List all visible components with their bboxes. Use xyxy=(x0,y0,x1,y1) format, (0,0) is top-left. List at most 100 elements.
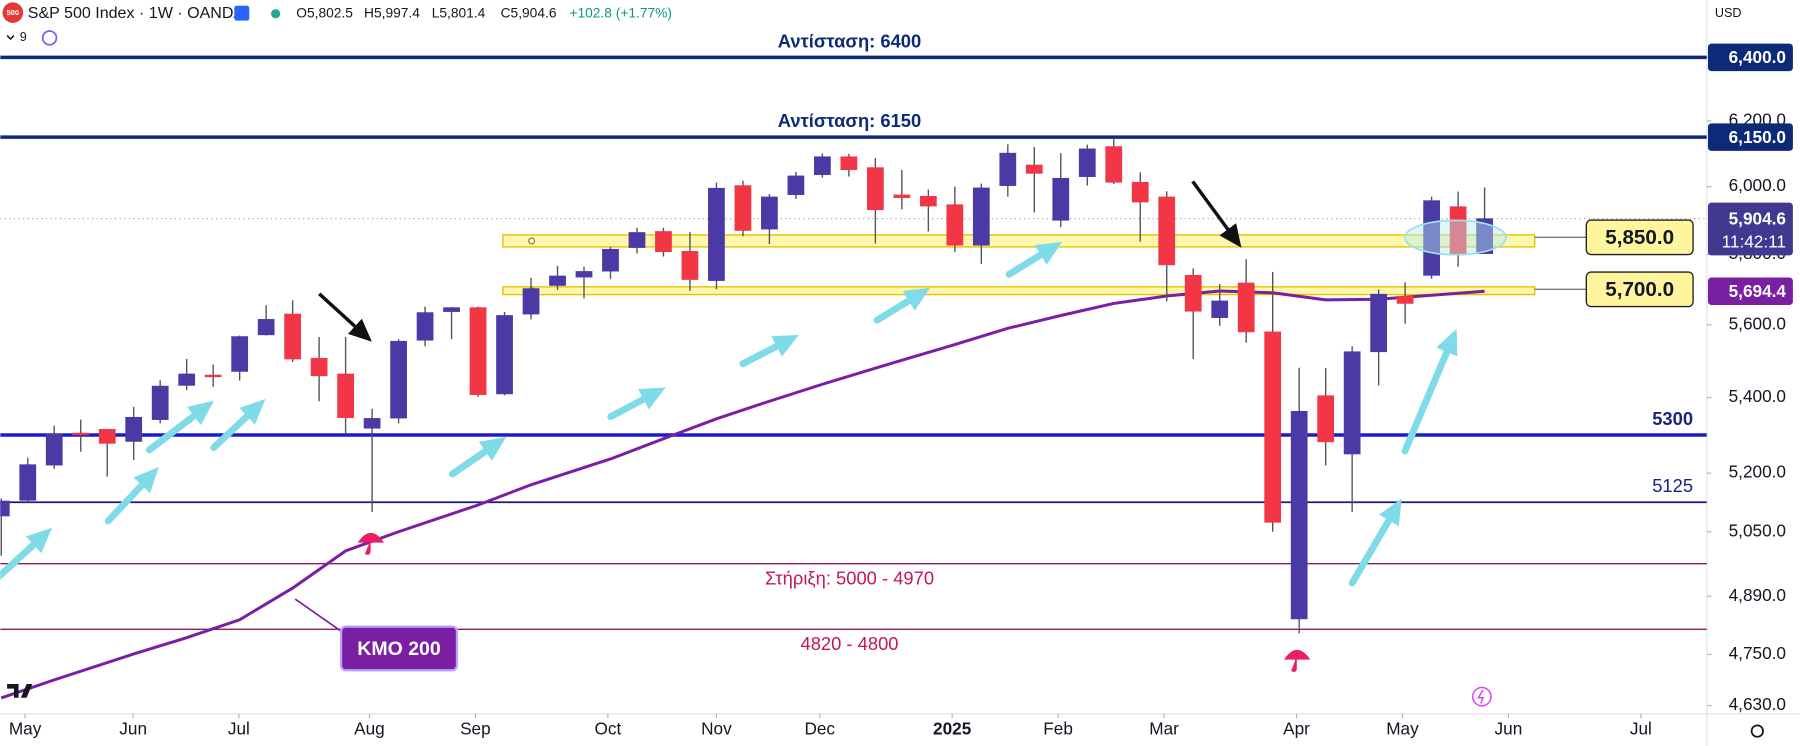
candle-body xyxy=(893,194,911,198)
arrow xyxy=(739,334,800,368)
market-status xyxy=(271,9,281,19)
candle-body xyxy=(1317,395,1335,443)
price-axis-box xyxy=(1707,43,1793,72)
price-axis-label: 5,904.6 xyxy=(1729,208,1786,228)
arrow xyxy=(1348,498,1402,587)
arrow xyxy=(318,292,372,342)
candle-body xyxy=(19,464,37,501)
arrow xyxy=(448,437,507,478)
candle-body xyxy=(231,336,249,372)
y-tick-label: 5,400.0 xyxy=(1729,386,1786,406)
candle-body xyxy=(866,167,884,211)
collapse-icon[interactable] xyxy=(6,35,15,41)
candle-body xyxy=(814,156,831,175)
candle-body xyxy=(1211,300,1229,318)
candle-body xyxy=(125,416,143,442)
candle-body xyxy=(310,357,328,377)
front-layer: 5,850.0 5,700.0 Αντίσταση: 6400 Αντίσταση: … xyxy=(765,30,1793,654)
candle-body xyxy=(496,315,513,395)
candle-body xyxy=(204,374,222,378)
candle-body xyxy=(655,231,672,253)
arrow xyxy=(1401,328,1458,455)
refresh-icon[interactable] xyxy=(41,30,58,46)
axis-layer: 6,400.06,200.06,000.05,800.05,600.05,400… xyxy=(9,46,1786,739)
black-arrows xyxy=(318,180,1242,342)
candle-body xyxy=(602,248,619,272)
candle-body xyxy=(628,232,646,248)
arrow xyxy=(1191,180,1242,248)
x-tick-label: May xyxy=(9,718,42,738)
symbol-logo xyxy=(2,2,24,23)
candle-body xyxy=(284,313,302,360)
y-tick-label: 4,890.0 xyxy=(1729,585,1786,605)
candle-layer xyxy=(0,138,1493,634)
legend-change: +102.8 (+1.77%) xyxy=(569,5,672,20)
candle-body xyxy=(1184,274,1202,312)
zone-anchor xyxy=(528,237,536,245)
x-tick-label: Oct xyxy=(594,718,621,738)
x-tick-label: Sep xyxy=(460,718,491,738)
candle-body xyxy=(1370,293,1388,353)
candle-body xyxy=(469,307,487,395)
zone-label: 5,850.0 xyxy=(1605,226,1674,249)
zone-label-box xyxy=(1585,219,1694,256)
y-tick-label: 5,050.0 xyxy=(1729,520,1786,540)
tv-logo xyxy=(7,684,33,698)
x-tick-label: Dec xyxy=(804,718,835,738)
x-tick-label: Apr xyxy=(1283,718,1310,738)
candle-body xyxy=(1476,218,1493,254)
candle-body xyxy=(761,196,778,230)
arrow xyxy=(1005,241,1063,278)
level-label: 5125 xyxy=(1652,475,1693,496)
x-tick-label: Nov xyxy=(701,718,732,738)
candle-body xyxy=(972,187,990,246)
level-label: Αντίσταση: 6150 xyxy=(778,110,921,131)
candle-body xyxy=(0,500,10,517)
candle-body xyxy=(178,373,196,386)
lightning-icon[interactable] xyxy=(1471,686,1492,707)
candle-body xyxy=(1052,177,1070,221)
currency[interactable]: USD xyxy=(1715,6,1742,20)
candle-body xyxy=(416,312,434,341)
candle-body xyxy=(1264,331,1282,523)
x-tick-label: 2025 xyxy=(933,718,972,738)
candle-body xyxy=(1025,164,1043,174)
zone xyxy=(502,286,1536,296)
candle-body xyxy=(98,429,116,444)
x-tick-label: Feb xyxy=(1043,718,1073,738)
ma-label: KMO 200 xyxy=(357,638,441,660)
candle-body xyxy=(708,187,725,281)
flag-icon xyxy=(234,5,250,21)
indicator-count[interactable]: 9 xyxy=(20,30,27,44)
candle-body xyxy=(443,307,460,312)
symbol-logo-text: 500 xyxy=(7,8,19,17)
candle-body xyxy=(45,433,63,466)
candle-body xyxy=(575,271,593,278)
settings-icon[interactable] xyxy=(1750,724,1764,738)
candle-body xyxy=(549,275,566,286)
price-axis-label: 5,694.4 xyxy=(1729,281,1787,301)
price-axis-sublabel: 11:42:11 xyxy=(1722,231,1786,251)
y-tick-label: 5,200.0 xyxy=(1729,462,1786,482)
x-tick-label: Aug xyxy=(354,718,385,738)
candle-body xyxy=(1449,206,1467,255)
candle-body xyxy=(1158,196,1176,266)
candle-body xyxy=(72,432,90,436)
ma-label-box xyxy=(339,625,459,672)
zone xyxy=(502,234,1536,248)
annotations: KMO 200 xyxy=(0,180,1507,672)
x-tick-label: May xyxy=(1386,718,1419,738)
candle-body xyxy=(1423,200,1440,276)
price-axis-label: 6,150.0 xyxy=(1729,127,1786,147)
arrow xyxy=(0,527,53,580)
x-tick-label: Jul xyxy=(1630,718,1652,738)
legend-open: O5,802.5 xyxy=(296,5,353,20)
candle-body xyxy=(681,251,699,280)
arrow xyxy=(210,399,266,452)
candle-body xyxy=(1105,146,1123,183)
trend-arrows xyxy=(0,241,1458,587)
candle-body xyxy=(946,204,964,246)
candle-body xyxy=(787,175,805,195)
level-label: 5300 xyxy=(1652,408,1693,429)
